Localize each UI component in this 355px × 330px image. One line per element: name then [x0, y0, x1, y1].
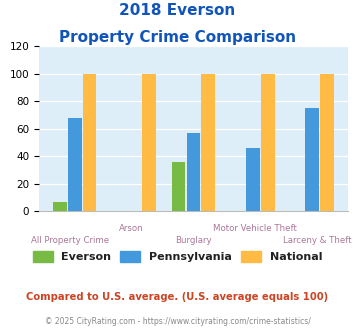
Legend: Everson, Pennsylvania, National: Everson, Pennsylvania, National	[28, 247, 327, 267]
Bar	[305, 108, 319, 211]
Bar	[320, 74, 334, 211]
Text: 2018 Everson: 2018 Everson	[119, 3, 236, 18]
Text: All Property Crime: All Property Crime	[31, 236, 109, 245]
Bar	[261, 74, 274, 211]
Bar	[142, 74, 156, 211]
Bar	[187, 133, 200, 211]
Text: Property Crime Comparison: Property Crime Comparison	[59, 30, 296, 45]
Text: © 2025 CityRating.com - https://www.cityrating.com/crime-statistics/: © 2025 CityRating.com - https://www.city…	[45, 317, 310, 326]
Bar	[202, 74, 215, 211]
Bar	[83, 74, 97, 211]
Bar	[68, 118, 82, 211]
Bar	[246, 148, 260, 211]
Bar	[172, 162, 185, 211]
Text: Burglary: Burglary	[175, 236, 212, 245]
Bar	[53, 202, 67, 211]
Text: Larceny & Theft: Larceny & Theft	[283, 236, 351, 245]
Text: Compared to U.S. average. (U.S. average equals 100): Compared to U.S. average. (U.S. average …	[26, 292, 329, 302]
Text: Motor Vehicle Theft: Motor Vehicle Theft	[213, 224, 297, 233]
Text: Arson: Arson	[119, 224, 144, 233]
